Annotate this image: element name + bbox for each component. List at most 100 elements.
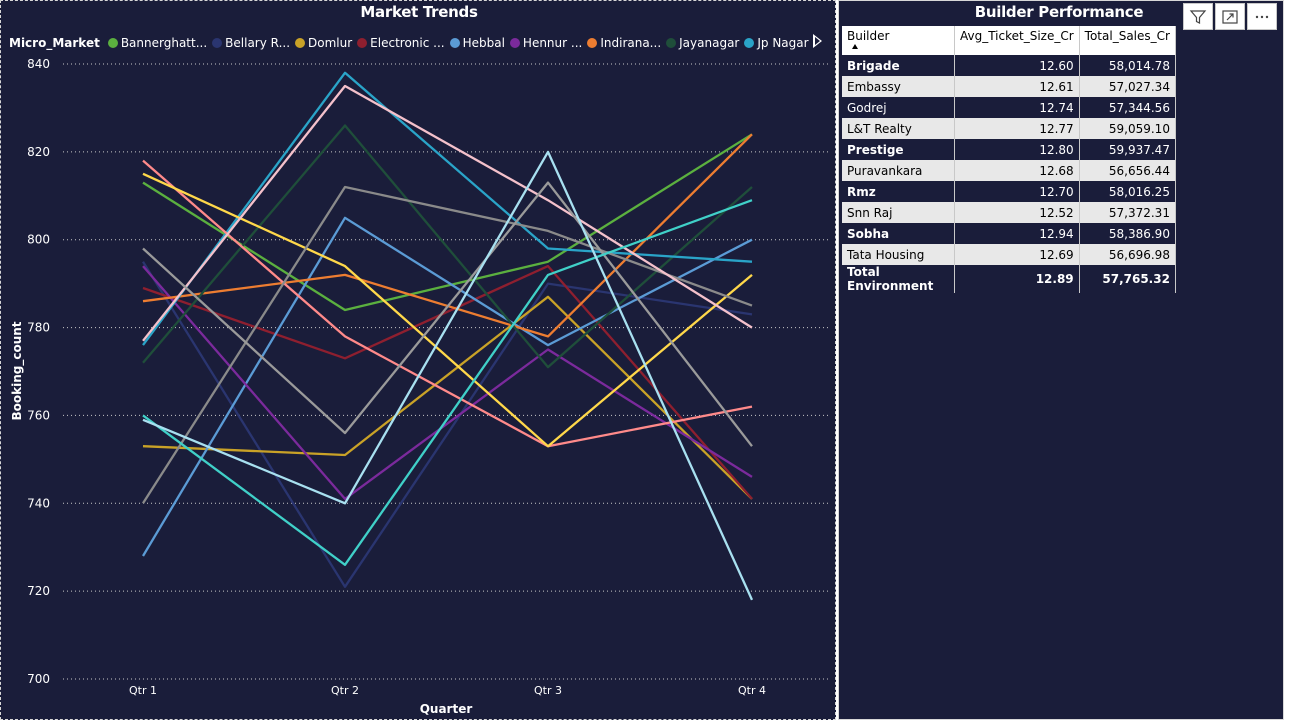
series-line-6[interactable] — [142, 133, 753, 338]
table-row[interactable]: Embassy 12.61 57,027.34 — [842, 76, 1176, 97]
total-cell-total: 57,765.32 — [1079, 265, 1176, 293]
series-line-2[interactable] — [142, 295, 753, 500]
legend-items: Bannerghatt... Bellary R... Domlur Electron… — [107, 36, 814, 50]
cell-avg: 12.61 — [954, 76, 1080, 97]
focus-mode-button[interactable] — [1215, 3, 1245, 30]
series-line-5[interactable] — [142, 265, 753, 501]
total-cell-avg: 12.89 — [954, 265, 1080, 293]
legend-dot-icon — [744, 38, 755, 48]
series-line-15[interactable] — [142, 150, 754, 601]
series-line-7[interactable] — [142, 124, 753, 369]
cell-avg: 12.52 — [954, 202, 1080, 223]
series-line-10[interactable] — [142, 172, 753, 448]
more-options-icon — [1255, 15, 1269, 18]
series-line-11[interactable] — [142, 185, 753, 504]
legend-label: Bellary R... — [225, 36, 291, 50]
series-line-9[interactable] — [142, 159, 753, 448]
legend-item[interactable]: Hennur ... — [509, 36, 583, 50]
legend-item[interactable]: Electronic ... — [357, 36, 445, 50]
series-line-4[interactable] — [142, 216, 753, 557]
sort-ascending-icon — [852, 44, 858, 49]
cell-total: 58,014.78 — [1079, 55, 1176, 76]
table-total-row: Total Environment 12.89 57,765.32 — [842, 265, 1176, 293]
table-row[interactable]: Sobha 12.94 58,386.90 — [842, 223, 1176, 244]
cell-total: 56,696.98 — [1079, 244, 1176, 265]
legend-item[interactable]: Hebbal — [449, 36, 505, 50]
cell-builder: Embassy — [842, 76, 955, 97]
column-header-total-sales[interactable]: Total_Sales_Cr — [1079, 26, 1176, 55]
table-row[interactable]: Snn Raj 12.52 57,372.31 — [842, 202, 1176, 223]
cell-builder: Puravankara — [842, 160, 955, 181]
legend-label: Electronic ... — [370, 36, 445, 50]
y-tick-label: 800 — [27, 233, 50, 247]
legend-dot-icon — [357, 38, 368, 48]
table-header-row: Builder Avg_Ticket_Size_Cr Total_Sales_C… — [842, 26, 1176, 55]
cell-avg: 12.74 — [954, 97, 1080, 118]
cell-avg: 12.69 — [954, 244, 1080, 265]
table-row[interactable]: Tata Housing 12.69 56,696.98 — [842, 244, 1176, 265]
cell-total: 58,016.25 — [1079, 181, 1176, 202]
legend-label: Jp Nagar — [757, 36, 809, 50]
legend-label: Hennur ... — [522, 36, 583, 50]
series-line-13[interactable] — [142, 181, 753, 447]
legend-item[interactable]: Jp Nagar — [744, 36, 809, 50]
y-tick-label: 760 — [27, 408, 50, 422]
legend-item[interactable]: Bannerghatt... — [107, 36, 207, 50]
y-tick-label: 780 — [27, 321, 50, 335]
series-line-0[interactable] — [142, 133, 753, 312]
cell-avg: 12.77 — [954, 118, 1080, 139]
legend-label: Hebbal — [462, 36, 505, 50]
cell-builder: L&T Realty — [842, 118, 955, 139]
table-row[interactable]: L&T Realty 12.77 59,059.10 — [842, 118, 1176, 139]
cell-builder: Godrej — [842, 97, 955, 118]
cell-total: 57,027.34 — [1079, 76, 1176, 97]
cell-avg: 12.60 — [954, 55, 1080, 76]
legend-label: Jayanagar — [679, 36, 740, 50]
chart-legend: Micro_Market Bannerghatt... Bellary R... D… — [9, 34, 814, 52]
legend-dot-icon — [449, 38, 460, 48]
cell-avg: 12.68 — [954, 160, 1080, 181]
cell-total: 58,386.90 — [1079, 223, 1176, 244]
more-options-button[interactable] — [1247, 3, 1277, 30]
filter-icon — [1189, 9, 1207, 24]
x-axis-label: Quarter — [420, 702, 473, 716]
cell-total: 59,937.47 — [1079, 139, 1176, 160]
series-line-1[interactable] — [142, 261, 753, 588]
y-tick-label: 700 — [27, 672, 50, 686]
y-axis-label: Booking_count — [10, 321, 25, 420]
cell-builder: Snn Raj — [842, 202, 955, 223]
cell-total: 59,059.10 — [1079, 118, 1176, 139]
total-cell-builder: Total Environment — [842, 265, 955, 293]
legend-dot-icon — [509, 38, 520, 48]
builder-table: Builder Avg_Ticket_Size_Cr Total_Sales_C… — [842, 26, 1176, 293]
cell-avg: 12.94 — [954, 223, 1080, 244]
y-tick-label: 740 — [27, 496, 50, 510]
legend-item[interactable]: Indirana... — [587, 36, 661, 50]
column-header-avg-ticket[interactable]: Avg_Ticket_Size_Cr — [954, 26, 1080, 55]
cell-builder: Prestige — [842, 139, 955, 160]
table-row[interactable]: Godrej 12.74 57,344.56 — [842, 97, 1176, 118]
cell-builder: Rmz — [842, 181, 955, 202]
series-line-12[interactable] — [142, 84, 753, 342]
cell-builder: Brigade — [842, 55, 955, 76]
cell-avg: 12.80 — [954, 139, 1080, 160]
legend-item[interactable]: Jayanagar — [666, 36, 739, 50]
series-line-8[interactable] — [142, 71, 753, 346]
column-header-builder[interactable]: Builder — [842, 26, 955, 55]
market-trends-panel: Market Trends Micro_Market Bannerghatt..… — [0, 0, 836, 720]
legend-dot-icon — [295, 38, 306, 48]
table-title: Builder Performance — [974, 3, 1144, 21]
filter-button[interactable] — [1183, 3, 1213, 30]
legend-label: Indirana... — [600, 36, 662, 50]
table-row[interactable]: Puravankara 12.68 56,656.44 — [842, 160, 1176, 181]
table-row[interactable]: Rmz 12.70 58,016.25 — [842, 181, 1176, 202]
legend-item[interactable]: Domlur — [295, 36, 352, 50]
table-row[interactable]: Brigade 12.60 58,014.78 — [842, 55, 1176, 76]
series-line-14[interactable] — [142, 199, 753, 566]
series-line-3[interactable] — [142, 264, 753, 500]
x-tick-label: Qtr 2 — [331, 684, 359, 697]
cell-builder: Tata Housing — [842, 244, 955, 265]
table-row[interactable]: Prestige 12.80 59,937.47 — [842, 139, 1176, 160]
legend-item[interactable]: Bellary R... — [212, 36, 290, 50]
legend-next-arrow-icon[interactable] — [813, 34, 822, 48]
